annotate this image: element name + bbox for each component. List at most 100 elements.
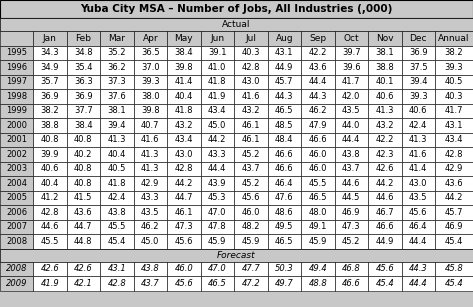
Bar — [268, 205, 301, 220]
Bar — [133, 133, 167, 147]
Text: 42.2: 42.2 — [308, 48, 327, 57]
Bar — [435, 89, 473, 103]
Text: 43.3: 43.3 — [208, 150, 227, 159]
Bar — [100, 147, 133, 161]
Text: 42.8: 42.8 — [41, 208, 59, 217]
Text: 46.6: 46.6 — [275, 164, 294, 173]
Text: Nov: Nov — [376, 34, 394, 43]
Text: 40.4: 40.4 — [175, 92, 193, 101]
Bar — [301, 176, 334, 191]
Bar — [167, 220, 201, 234]
Bar — [234, 89, 268, 103]
Bar — [133, 176, 167, 191]
Bar — [402, 118, 435, 133]
Bar — [67, 118, 100, 133]
Text: 39.3: 39.3 — [445, 63, 464, 72]
Bar — [100, 118, 133, 133]
Bar — [133, 147, 167, 161]
Bar — [268, 118, 301, 133]
Text: 45.0: 45.0 — [208, 121, 227, 130]
Bar — [301, 234, 334, 248]
Bar — [334, 89, 368, 103]
Bar — [435, 147, 473, 161]
Bar — [33, 75, 67, 89]
Text: 41.7: 41.7 — [342, 77, 360, 86]
Bar — [234, 276, 268, 290]
Bar — [167, 147, 201, 161]
Text: 37.7: 37.7 — [74, 106, 93, 115]
Bar — [301, 31, 334, 45]
Bar — [201, 118, 234, 133]
Text: 44.2: 44.2 — [208, 135, 227, 144]
Bar — [100, 191, 133, 205]
Text: 45.4: 45.4 — [445, 279, 464, 288]
Text: 47.9: 47.9 — [308, 121, 327, 130]
Bar — [201, 220, 234, 234]
Text: 43.1: 43.1 — [107, 264, 126, 273]
Text: 40.4: 40.4 — [41, 179, 59, 188]
Bar — [167, 205, 201, 220]
Bar — [334, 60, 368, 75]
Bar — [100, 45, 133, 60]
Text: 34.9: 34.9 — [41, 63, 59, 72]
Bar — [368, 262, 402, 276]
Text: 2001: 2001 — [6, 135, 27, 144]
Bar — [67, 276, 100, 290]
Bar — [301, 89, 334, 103]
Text: 44.0: 44.0 — [342, 121, 360, 130]
Text: 46.1: 46.1 — [175, 208, 193, 217]
Bar — [435, 191, 473, 205]
Text: 43.4: 43.4 — [445, 135, 463, 144]
Text: 41.4: 41.4 — [175, 77, 193, 86]
Text: Annual: Annual — [438, 34, 470, 43]
Bar — [435, 262, 473, 276]
Bar — [402, 45, 435, 60]
Bar — [33, 133, 67, 147]
Bar — [268, 60, 301, 75]
Bar — [368, 133, 402, 147]
Bar — [133, 234, 167, 248]
Bar — [133, 31, 167, 45]
Text: 45.4: 45.4 — [376, 279, 394, 288]
Bar — [435, 161, 473, 176]
Text: 40.5: 40.5 — [107, 164, 126, 173]
Text: 46.6: 46.6 — [308, 135, 327, 144]
Text: 44.3: 44.3 — [275, 92, 294, 101]
Text: 40.7: 40.7 — [141, 121, 159, 130]
Bar — [33, 276, 67, 290]
Text: 45.9: 45.9 — [208, 237, 227, 246]
Bar — [402, 133, 435, 147]
Bar — [268, 45, 301, 60]
Bar — [334, 75, 368, 89]
Bar — [268, 147, 301, 161]
Bar — [368, 89, 402, 103]
Text: 49.1: 49.1 — [308, 222, 327, 231]
Bar — [402, 147, 435, 161]
Text: 44.2: 44.2 — [445, 193, 463, 202]
Text: 48.4: 48.4 — [275, 135, 294, 144]
Text: 2004: 2004 — [6, 179, 27, 188]
Bar — [33, 234, 67, 248]
Bar — [334, 147, 368, 161]
Text: 43.9: 43.9 — [208, 179, 227, 188]
Text: 48.2: 48.2 — [242, 222, 260, 231]
Text: 43.2: 43.2 — [175, 121, 193, 130]
Text: 40.4: 40.4 — [107, 150, 126, 159]
Text: 42.6: 42.6 — [74, 264, 93, 273]
Bar — [100, 276, 133, 290]
Text: 44.9: 44.9 — [376, 237, 394, 246]
Text: 43.2: 43.2 — [376, 121, 394, 130]
Bar — [0, 176, 33, 191]
Bar — [368, 161, 402, 176]
Bar — [133, 205, 167, 220]
Text: 42.3: 42.3 — [376, 150, 394, 159]
Bar — [234, 205, 268, 220]
Text: 40.8: 40.8 — [41, 135, 59, 144]
Text: 42.4: 42.4 — [409, 121, 428, 130]
Text: 35.2: 35.2 — [107, 48, 126, 57]
Bar — [100, 60, 133, 75]
Text: 44.7: 44.7 — [175, 193, 193, 202]
Bar — [368, 191, 402, 205]
Bar — [100, 205, 133, 220]
Bar — [167, 60, 201, 75]
